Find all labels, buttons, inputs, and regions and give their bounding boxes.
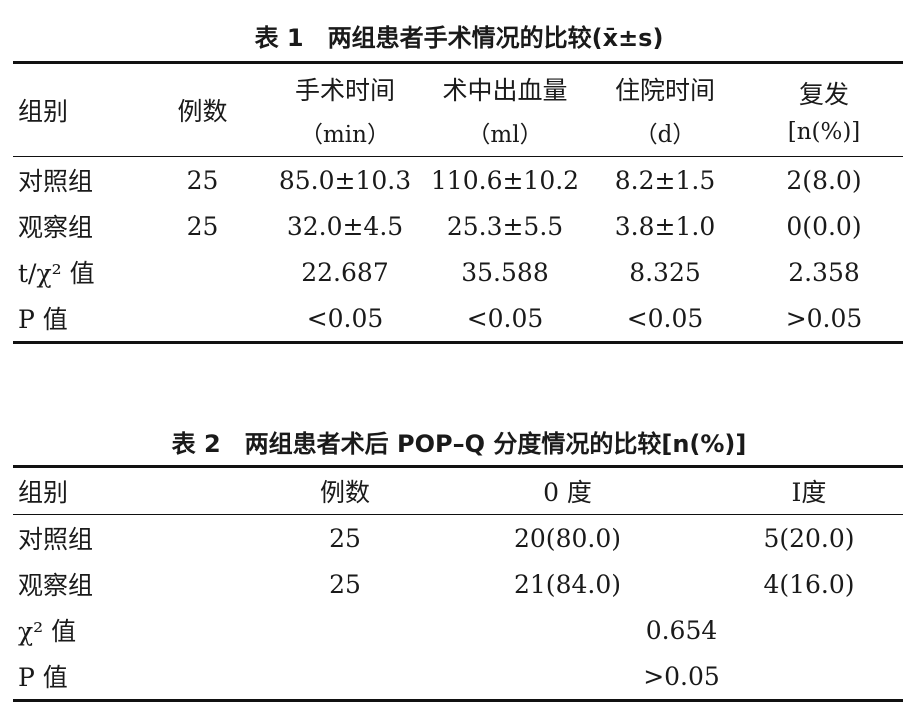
cell: 85.0±10.3 bbox=[265, 156, 425, 203]
table: 组别 例数 手术时间 （min） 术中出血量 （ml） 住院时间 （d） 复发 [n(%)] 对照组… bbox=[13, 61, 903, 344]
cell: 8.325 bbox=[629, 257, 701, 287]
table-row: 组别 例数 手术时间 （min） 术中出血量 （ml） 住院时间 （d） 复发 [n(%)] bbox=[13, 61, 903, 157]
header-unit: [n(%)] bbox=[787, 119, 861, 145]
row-label: P 值 bbox=[13, 653, 270, 702]
table-row: 观察组 25 32.0±4.5 25.3±5.5 3.8±1.0 0(0.0) bbox=[13, 203, 903, 249]
table-row: χ² 值 0.654 bbox=[13, 607, 903, 653]
header-name: 住院时间 bbox=[614, 76, 715, 105]
cell: 8.2±1.5 bbox=[585, 156, 745, 203]
header-cell: 术中出血量 （ml） bbox=[425, 61, 585, 157]
empty-cell bbox=[140, 295, 265, 344]
cell: 25.3±5.5 bbox=[446, 211, 564, 241]
row-label: 观察组 bbox=[18, 571, 94, 600]
header-cell: 住院时间 （d） bbox=[585, 61, 745, 157]
cell: 3.8±1.0 bbox=[614, 211, 716, 241]
cell: 25 bbox=[329, 569, 361, 599]
header-unit: （ml） bbox=[467, 122, 543, 148]
cell: 32.0±4.5 bbox=[286, 211, 404, 241]
cell: <0.05 bbox=[265, 295, 425, 344]
cell: 0.654 bbox=[645, 615, 718, 645]
table-row: P 值 <0.05 <0.05 <0.05 >0.05 bbox=[13, 295, 903, 344]
header-cell: 例数 bbox=[140, 61, 265, 157]
table-row: P 值 >0.05 bbox=[13, 653, 903, 702]
table-title: 表 2 两组患者术后 POP–Q 分度情况的比较[n(%)] bbox=[171, 430, 747, 458]
header-cell: Ⅰ度 bbox=[715, 465, 903, 515]
cell: 21(84.0) bbox=[514, 569, 621, 599]
row-label: 观察组 bbox=[18, 213, 94, 242]
cell: 0(0.0) bbox=[786, 211, 862, 241]
cell: 35.588 bbox=[461, 257, 549, 287]
cell: 25 bbox=[270, 514, 420, 561]
header-cell: 复发 [n(%)] bbox=[745, 61, 903, 157]
cell: 4(16.0) bbox=[763, 569, 855, 599]
cell: 20(80.0) bbox=[420, 514, 715, 561]
table-title: 表 1 两组患者手术情况的比较(x̄±s) bbox=[254, 24, 664, 52]
cell: >0.05 bbox=[745, 295, 903, 344]
header-name: 术中出血量 bbox=[442, 76, 568, 105]
cell: <0.05 bbox=[425, 295, 585, 344]
empty-cell bbox=[270, 607, 420, 653]
row-label: t/χ² 值 bbox=[18, 259, 95, 288]
cell: <0.05 bbox=[585, 295, 745, 344]
header-cell: 例数 bbox=[270, 465, 420, 515]
header-name: 例数 bbox=[177, 97, 228, 126]
cell: 5(20.0) bbox=[715, 514, 903, 561]
cell: 25 bbox=[140, 156, 265, 203]
empty-cell bbox=[140, 249, 265, 295]
empty-cell bbox=[270, 653, 420, 702]
header-cell: 手术时间 （min） bbox=[265, 61, 425, 157]
table-row: 对照组 25 20(80.0) 5(20.0) bbox=[13, 514, 903, 561]
cell: >0.05 bbox=[420, 653, 903, 702]
table-row: 观察组 25 21(84.0) 4(16.0) bbox=[13, 561, 903, 607]
row-label: 对照组 bbox=[13, 514, 270, 561]
header-cell: 组别 bbox=[13, 61, 140, 157]
table-row: 对照组 25 85.0±10.3 110.6±10.2 8.2±1.5 2(8.0) bbox=[13, 156, 903, 203]
cell: 22.687 bbox=[301, 257, 389, 287]
row-label: χ² 值 bbox=[18, 617, 77, 646]
header-name: 复发 bbox=[798, 80, 849, 109]
header-name: 手术时间 bbox=[294, 76, 395, 105]
table: 组别 例数 0 度 Ⅰ度 对照组 25 20(80.0) 5(20.0) 观察组 25 21(84.… bbox=[13, 465, 903, 702]
row-label: P 值 bbox=[13, 295, 140, 344]
header-cell: 组别 bbox=[13, 465, 270, 515]
cell: 2.358 bbox=[788, 257, 860, 287]
header-name: 组别 bbox=[18, 97, 69, 126]
cell: 2(8.0) bbox=[745, 156, 903, 203]
table-row: t/χ² 值 22.687 35.588 8.325 2.358 bbox=[13, 249, 903, 295]
header-unit: （d） bbox=[634, 122, 696, 148]
header-unit: （min） bbox=[300, 122, 390, 148]
row-label: 对照组 bbox=[13, 156, 140, 203]
header-cell: 0 度 bbox=[420, 465, 715, 515]
cell: 110.6±10.2 bbox=[425, 156, 585, 203]
cell: 25 bbox=[186, 211, 219, 241]
table-row: 组别 例数 0 度 Ⅰ度 bbox=[13, 465, 903, 515]
